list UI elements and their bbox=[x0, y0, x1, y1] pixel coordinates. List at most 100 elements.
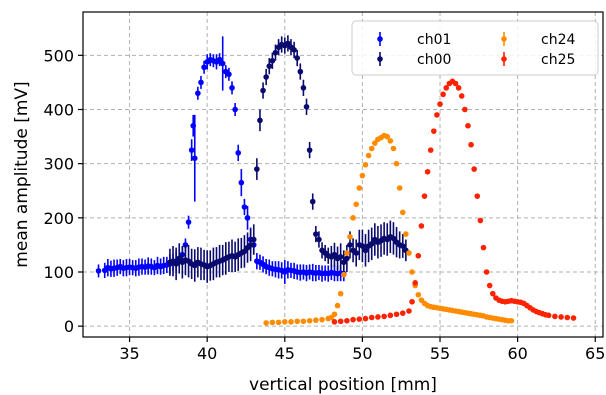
data-point bbox=[443, 85, 450, 91]
data-point bbox=[331, 319, 338, 325]
data-point bbox=[309, 198, 316, 205]
legend-marker bbox=[377, 36, 383, 42]
data-point bbox=[334, 302, 341, 309]
data-point bbox=[241, 204, 248, 210]
data-point bbox=[381, 313, 387, 320]
data-point bbox=[359, 243, 366, 249]
data-point bbox=[300, 318, 307, 325]
data-point bbox=[393, 160, 400, 167]
data-point bbox=[471, 166, 477, 172]
data-point bbox=[313, 317, 319, 324]
series-ch00 bbox=[167, 35, 409, 283]
data-point bbox=[508, 317, 515, 324]
data-point bbox=[409, 269, 415, 275]
data-point bbox=[427, 147, 434, 153]
data-point bbox=[368, 241, 375, 247]
data-point bbox=[375, 314, 381, 320]
data-point bbox=[437, 101, 443, 107]
data-point bbox=[306, 317, 313, 324]
data-point bbox=[344, 255, 350, 262]
data-point bbox=[185, 219, 192, 225]
axes: 35 40 45 50 55 60 65 0 100 200 300 400 500 bbox=[43, 11, 605, 363]
data-point bbox=[406, 250, 412, 256]
data-point bbox=[399, 243, 406, 249]
data-point bbox=[219, 60, 226, 67]
data-point bbox=[412, 280, 418, 286]
data-point bbox=[263, 320, 269, 326]
data-point bbox=[269, 319, 276, 326]
data-point bbox=[353, 201, 359, 208]
data-point bbox=[390, 235, 397, 242]
plot-frame bbox=[82, 11, 604, 338]
data-point bbox=[201, 64, 207, 71]
data-point bbox=[291, 47, 297, 53]
data-point bbox=[232, 106, 238, 113]
data-point bbox=[390, 145, 397, 152]
legend-marker bbox=[501, 56, 507, 62]
data-point bbox=[288, 319, 294, 325]
y-tick-label: 0 bbox=[64, 317, 74, 336]
legend-label: ch01 bbox=[417, 32, 451, 48]
data-point bbox=[350, 215, 356, 221]
data-point bbox=[241, 248, 248, 255]
data-point bbox=[269, 57, 276, 64]
legend-item-ch01: ch01 bbox=[377, 32, 451, 48]
data-point bbox=[387, 312, 394, 319]
legend-item-ch24: ch24 bbox=[501, 32, 575, 48]
data-point bbox=[396, 185, 403, 191]
data-point bbox=[173, 261, 179, 267]
y-tick-label: 100 bbox=[43, 263, 74, 282]
x-tick-label: 40 bbox=[197, 344, 217, 363]
data-point bbox=[244, 215, 251, 221]
y-tick-label: 500 bbox=[43, 46, 74, 65]
data-point bbox=[362, 247, 369, 254]
data-point bbox=[198, 79, 204, 86]
data-point bbox=[387, 138, 394, 144]
data-point bbox=[226, 71, 232, 78]
data-point bbox=[421, 193, 428, 199]
data-point bbox=[365, 152, 372, 159]
data-point bbox=[418, 223, 425, 229]
data-point bbox=[545, 312, 552, 319]
data-point bbox=[281, 319, 288, 325]
x-tick-label: 45 bbox=[275, 344, 295, 363]
data-point bbox=[384, 133, 391, 140]
data-point bbox=[409, 298, 415, 305]
data-point bbox=[452, 80, 459, 87]
data-point bbox=[399, 209, 406, 216]
legend-item-ch00: ch00 bbox=[377, 52, 451, 68]
data-point bbox=[229, 85, 235, 91]
data-point bbox=[294, 318, 301, 325]
data-point bbox=[216, 56, 223, 63]
data-point bbox=[465, 122, 471, 129]
data-point bbox=[316, 236, 322, 243]
data-point bbox=[238, 179, 245, 186]
data-point bbox=[474, 193, 481, 199]
legend-label: ch25 bbox=[541, 52, 575, 68]
data-point bbox=[462, 106, 468, 113]
data-point bbox=[331, 311, 338, 318]
data-point bbox=[188, 147, 195, 153]
data-point bbox=[368, 145, 375, 152]
data-point bbox=[340, 259, 347, 266]
data-point bbox=[306, 147, 313, 153]
data-point bbox=[486, 282, 493, 289]
data-point bbox=[489, 290, 496, 297]
data-point bbox=[247, 242, 254, 248]
data-point bbox=[431, 128, 437, 134]
legend-label: ch24 bbox=[541, 32, 575, 48]
data-point bbox=[340, 271, 347, 278]
data-point bbox=[347, 242, 353, 248]
legend-marker bbox=[377, 56, 383, 62]
plot-area bbox=[95, 35, 577, 326]
data-point bbox=[235, 150, 242, 156]
data-point bbox=[95, 268, 102, 274]
data-point bbox=[272, 49, 279, 56]
y-tick-label: 400 bbox=[43, 101, 74, 120]
data-point bbox=[477, 217, 484, 224]
data-point bbox=[347, 233, 353, 240]
y-tick-label: 300 bbox=[43, 155, 74, 174]
data-point bbox=[300, 85, 307, 91]
data-point bbox=[254, 166, 260, 172]
